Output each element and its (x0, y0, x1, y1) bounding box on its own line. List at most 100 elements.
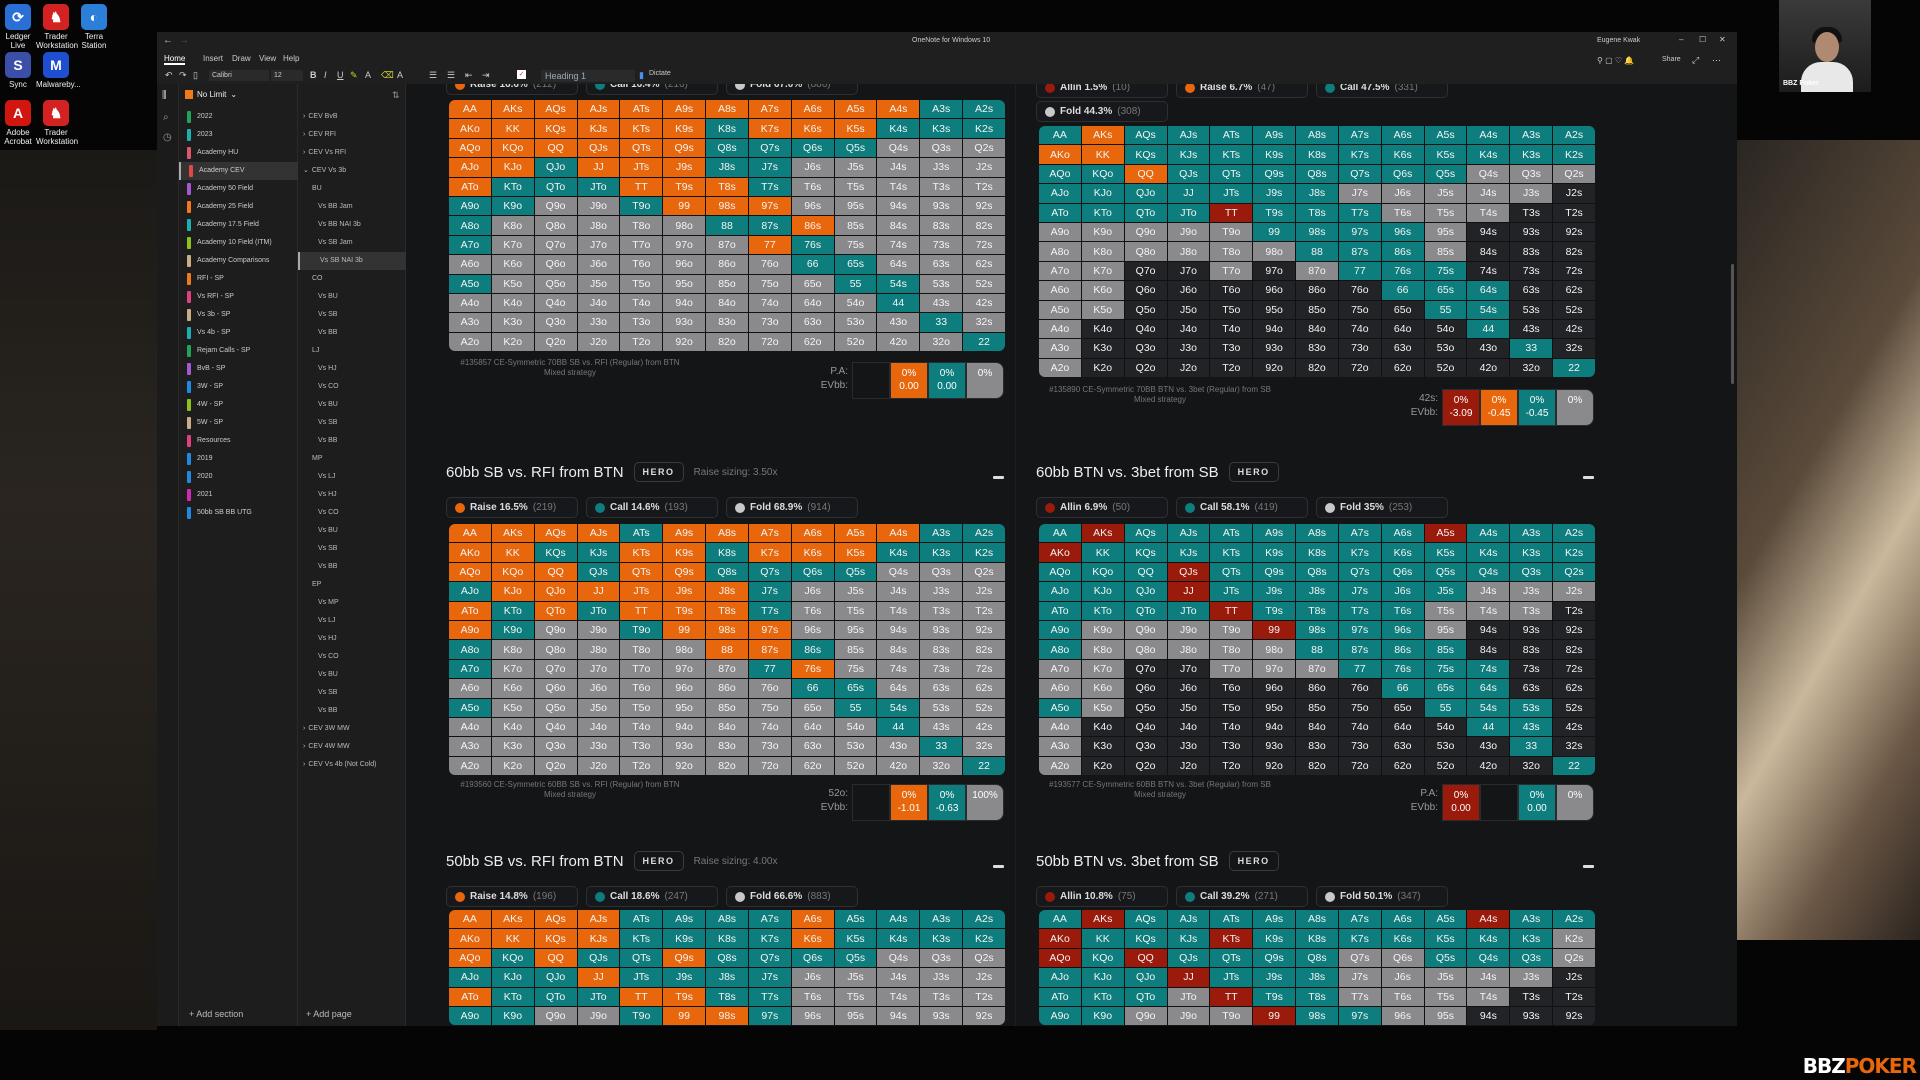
hand-cell[interactable]: 94s (877, 196, 920, 216)
hand-cell[interactable]: AKs (1081, 524, 1124, 543)
hand-cell[interactable]: AJo (1039, 184, 1081, 203)
hand-cell[interactable]: A4o (1039, 717, 1081, 737)
hand-cell[interactable]: 97o (663, 235, 706, 255)
hand-cell[interactable]: A2s (1553, 524, 1595, 543)
hand-cell[interactable]: AKs (491, 100, 534, 119)
hand-cell[interactable]: 86s (791, 640, 834, 659)
hand-cell[interactable]: K9s (663, 929, 706, 948)
hand-cell[interactable]: T8o (620, 216, 663, 235)
hand-cell[interactable]: KQs (534, 543, 577, 562)
hand-cell[interactable]: KK (1081, 543, 1124, 562)
hand-cell[interactable]: JTs (620, 968, 663, 987)
add-page-button[interactable]: + Add page (306, 1009, 352, 1019)
hand-cell[interactable]: K6o (1081, 679, 1124, 698)
hand-cell[interactable]: K8o (1081, 242, 1124, 261)
section-item[interactable]: 3W - SP (179, 378, 298, 396)
hand-cell[interactable]: Q4o (1124, 717, 1167, 737)
hand-cell[interactable]: A4s (1467, 126, 1510, 145)
action-chip[interactable]: Call 47.5% (331) (1316, 84, 1448, 98)
hand-cell[interactable]: 99 (663, 196, 706, 216)
hand-cell[interactable]: 92o (663, 332, 706, 352)
hand-cell[interactable]: T3o (620, 737, 663, 756)
hand-cell[interactable]: QJs (1167, 562, 1210, 582)
hand-cell[interactable]: T2s (963, 601, 1005, 620)
action-chip[interactable]: Call 39.2% (271) (1176, 886, 1308, 907)
hand-cell[interactable]: T5s (834, 987, 877, 1006)
hand-cell[interactable]: K3o (491, 737, 534, 756)
hand-cell[interactable]: 86o (706, 679, 748, 698)
chevron-right-icon[interactable]: › (303, 131, 306, 138)
page-item[interactable]: Vs HJ (298, 360, 406, 378)
hand-cell[interactable]: 72o (748, 756, 791, 776)
hand-cell[interactable]: ATo (1039, 203, 1081, 222)
hand-cell[interactable]: 62o (1381, 756, 1424, 776)
hand-cell[interactable]: 63s (920, 255, 963, 274)
hand-cell[interactable]: 84o (1296, 717, 1338, 737)
hand-cell[interactable]: T6s (1381, 203, 1424, 222)
hand-cell[interactable]: 44 (877, 293, 920, 313)
hand-cell[interactable]: Q9o (534, 1006, 577, 1026)
hand-cell[interactable]: KTo (491, 987, 534, 1006)
hand-cell[interactable]: J5o (577, 274, 620, 293)
hand-cell[interactable]: 73o (748, 737, 791, 756)
hand-cell[interactable]: 64s (877, 255, 920, 274)
hand-cell[interactable]: T9s (1253, 601, 1296, 620)
hand-cell[interactable]: 82o (706, 756, 748, 776)
hand-cell[interactable]: 92o (663, 756, 706, 776)
hand-cell[interactable]: A8s (706, 910, 748, 929)
hand-cell[interactable]: QQ (534, 948, 577, 968)
page-item[interactable]: Vs HJ (298, 630, 406, 648)
underline-icon[interactable]: U (337, 70, 344, 80)
hand-cell[interactable]: 77 (1338, 659, 1381, 679)
hand-cell[interactable]: J9o (577, 620, 620, 640)
page-item[interactable]: Vs LJ (298, 612, 406, 630)
hand-cell[interactable]: 93s (920, 620, 963, 640)
hand-cell[interactable]: 42o (877, 756, 920, 776)
hand-cell[interactable]: AJs (1167, 126, 1210, 145)
hand-cell[interactable]: A3o (1039, 339, 1081, 358)
hand-cell[interactable]: K7s (748, 119, 791, 138)
action-chip[interactable]: Fold 68.9% (914) (726, 497, 858, 518)
hand-cell[interactable]: J8o (577, 216, 620, 235)
hand-cell[interactable]: T4s (1467, 601, 1510, 620)
hand-cell[interactable]: 54s (877, 698, 920, 717)
hand-cell[interactable]: K7s (748, 543, 791, 562)
hand-cell[interactable]: 97s (748, 196, 791, 216)
hand-cell[interactable]: 96o (663, 255, 706, 274)
hand-cell[interactable]: A5o (1039, 300, 1081, 319)
hand-cell[interactable]: 86s (1381, 242, 1424, 261)
hand-cell[interactable]: K9o (491, 620, 534, 640)
hand-cell[interactable]: J8o (1167, 242, 1210, 261)
hand-cell[interactable]: Q2o (534, 332, 577, 352)
hand-cell[interactable]: 95s (834, 620, 877, 640)
hand-cell[interactable]: 87s (1338, 242, 1381, 261)
page-item[interactable]: Vs SB (298, 540, 406, 558)
page-item[interactable]: Vs BU (298, 396, 406, 414)
hand-cell[interactable]: 64s (877, 679, 920, 698)
hand-cell[interactable]: ATs (1210, 126, 1253, 145)
hand-cell[interactable]: JTs (620, 582, 663, 601)
hand-cell[interactable]: Q7s (1338, 948, 1381, 968)
hand-cell[interactable]: AKo (1039, 543, 1081, 562)
hand-cell[interactable]: KQo (491, 138, 534, 158)
hand-cell[interactable]: Q6s (1381, 164, 1424, 184)
hand-cell[interactable]: 97s (1338, 222, 1381, 242)
action-chip[interactable]: Fold 35% (253) (1316, 497, 1448, 518)
minimize-button[interactable]: – (1679, 35, 1684, 44)
hand-cell[interactable]: 74o (748, 293, 791, 313)
hand-cell[interactable]: 75o (748, 698, 791, 717)
hand-cell[interactable]: K2o (1081, 358, 1124, 378)
hand-cell[interactable]: 65s (1424, 281, 1467, 300)
hand-cell[interactable]: 85o (706, 698, 748, 717)
hand-cell[interactable]: 54s (1467, 698, 1510, 717)
hand-cell[interactable]: J8s (706, 158, 748, 177)
collapse-button[interactable] (993, 865, 1004, 868)
hand-cell[interactable]: 53o (834, 737, 877, 756)
numbered-list-icon[interactable]: ☰ (447, 70, 456, 80)
hand-cell[interactable]: A6o (449, 679, 491, 698)
hand-cell[interactable]: AKo (449, 119, 491, 138)
font-size-select[interactable]: 12 (271, 70, 303, 81)
hand-cell[interactable]: A3s (1510, 910, 1553, 929)
microphone-icon[interactable]: ▮ (639, 70, 644, 80)
hand-cell[interactable]: 43o (1467, 339, 1510, 358)
